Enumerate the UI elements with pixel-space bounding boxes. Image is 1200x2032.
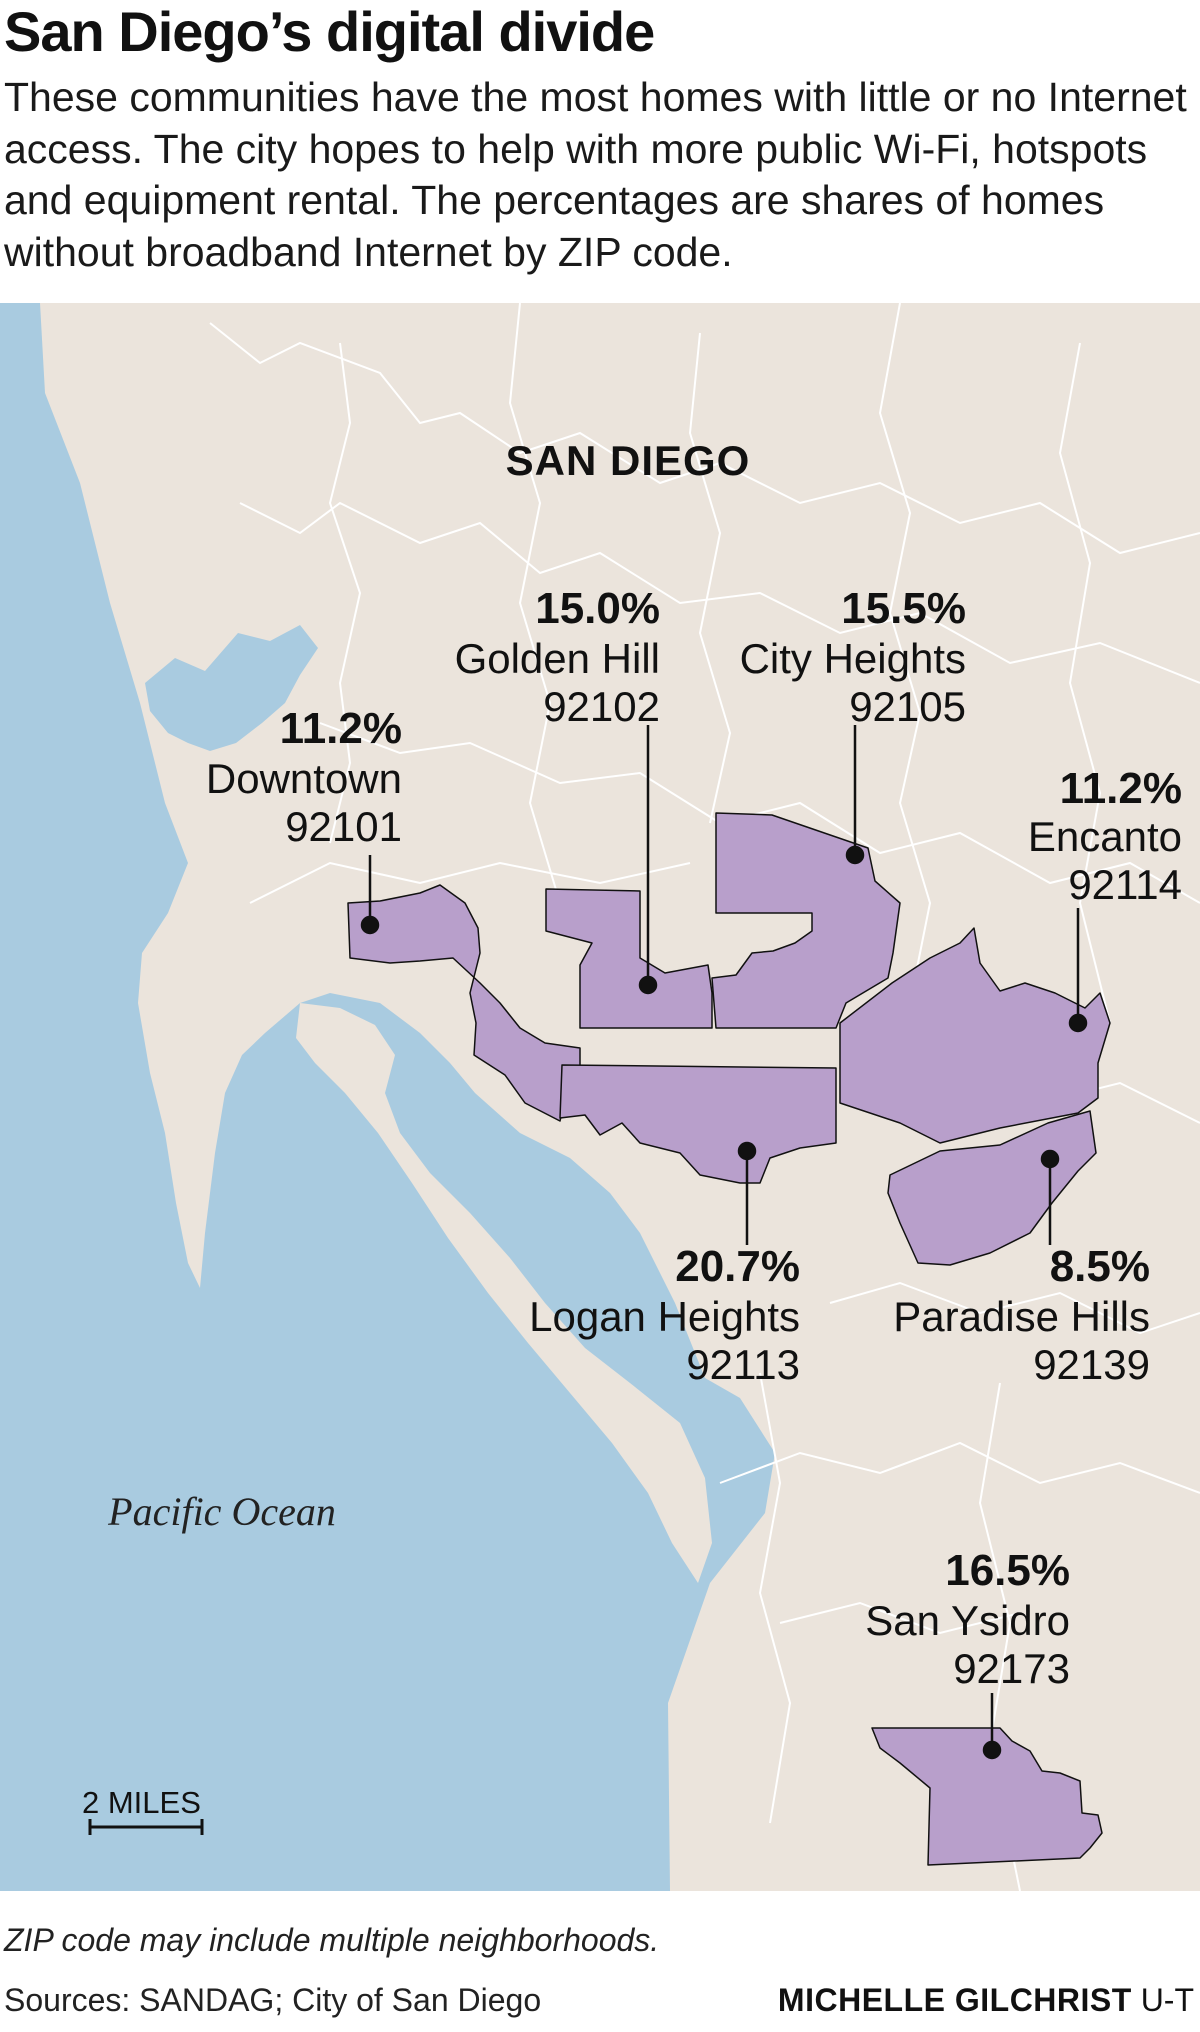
- scale-bar: [88, 1819, 204, 1835]
- land-coronado: [296, 1003, 712, 1583]
- area-zip: 92101: [285, 803, 402, 850]
- credit-org: U-T: [1140, 1982, 1194, 2018]
- area-name: Downtown: [206, 755, 402, 802]
- area-pct: 20.7%: [675, 1242, 800, 1291]
- highlighted-zips: [347, 812, 1111, 1866]
- area-zip: 92102: [543, 683, 660, 730]
- credit: MICHELLE GILCHRIST U-T: [778, 1982, 1194, 2019]
- city-label: SAN DIEGO: [506, 437, 751, 484]
- ocean-label: Pacific Ocean: [107, 1489, 336, 1534]
- area-name: Logan Heights: [529, 1293, 800, 1340]
- area-zip: 92105: [849, 683, 966, 730]
- area-pct: 11.2%: [1060, 764, 1182, 813]
- area-92105-city-heights: [711, 812, 901, 1029]
- area-92173-san-ysidro: [871, 1727, 1103, 1866]
- area-92113-logan-heights: [559, 1064, 837, 1184]
- area-92102-golden-hill: [545, 888, 713, 1029]
- map-canvas: SAN DIEGO Pacific Ocean 11.2% Downtown 9…: [0, 303, 1200, 1891]
- dot-golden-hill: [638, 975, 658, 995]
- dot-downtown: [360, 915, 380, 935]
- mission-bay: [145, 625, 318, 751]
- dot-san-ysidro: [982, 1740, 1002, 1760]
- page-title: San Diego’s digital divide: [4, 0, 655, 63]
- area-zip: 92173: [953, 1645, 1070, 1692]
- area-pct: 16.5%: [945, 1546, 1070, 1595]
- dot-encanto: [1068, 1013, 1088, 1033]
- boundary-lines: [209, 303, 1200, 1891]
- area-name: Golden Hill: [455, 635, 660, 682]
- area-zip: 92113: [686, 1341, 800, 1388]
- dot-paradise-hills: [1040, 1149, 1060, 1169]
- leader-lines: [360, 725, 1088, 1760]
- page-subtitle: These communities have the most homes wi…: [4, 74, 1187, 275]
- area-92101-downtown: [347, 884, 581, 1122]
- area-name: Paradise Hills: [893, 1293, 1150, 1340]
- area-pct: 11.2%: [280, 704, 402, 753]
- sources: Sources: SANDAG; City of San Diego: [4, 1982, 542, 2018]
- area-92139-paradise-hills: [887, 1110, 1097, 1266]
- footnote: ZIP code may include multiple neighborho…: [4, 1922, 660, 1958]
- credit-name: MICHELLE GILCHRIST: [777, 1982, 1132, 2018]
- map: SAN DIEGO Pacific Ocean 11.2% Downtown 9…: [0, 303, 1200, 1891]
- area-92114-encanto: [839, 927, 1111, 1144]
- area-name: City Heights: [740, 635, 966, 682]
- area-name: Encanto: [1028, 813, 1182, 860]
- area-pct: 15.5%: [841, 584, 966, 633]
- area-zip: 92139: [1033, 1341, 1150, 1388]
- area-zip: 92114: [1068, 861, 1182, 908]
- area-pct: 8.5%: [1050, 1242, 1150, 1291]
- area-pct: 15.0%: [535, 584, 660, 633]
- scale-label: 2 MILES: [82, 1785, 201, 1820]
- dot-logan-heights: [737, 1141, 757, 1161]
- dot-city-heights: [845, 845, 865, 865]
- area-name: San Ysidro: [865, 1597, 1070, 1644]
